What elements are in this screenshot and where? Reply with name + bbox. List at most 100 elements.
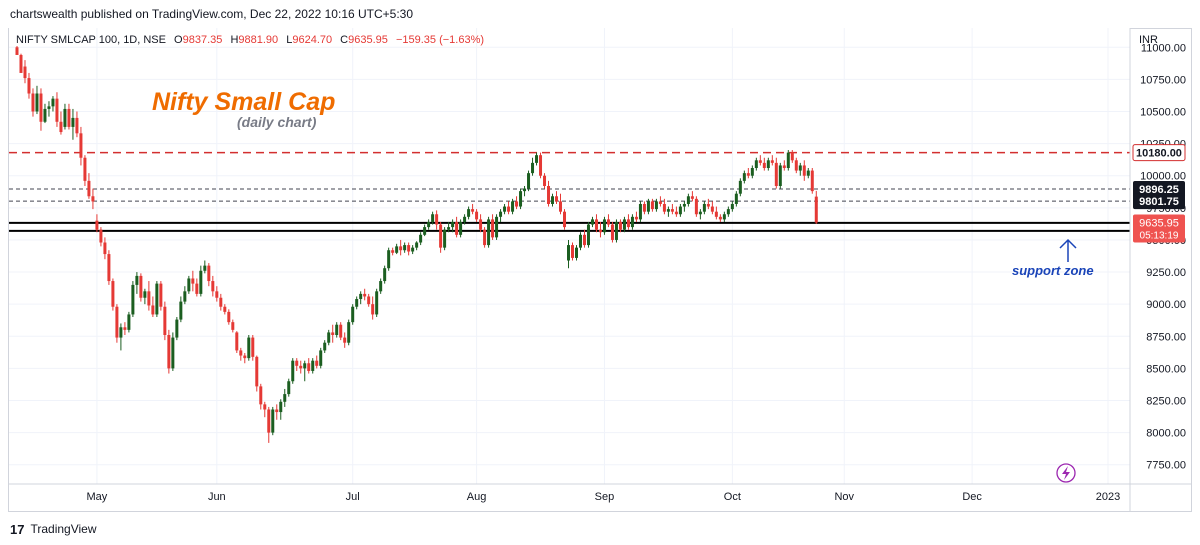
chart-subtitle: (daily chart) [237,114,317,130]
candle-body [614,221,618,240]
candle-body [662,203,666,212]
candle-body [323,342,327,351]
candle-body [359,293,363,300]
candle-body [191,278,195,284]
candle-body [574,247,578,258]
candle-body [459,221,463,235]
level-tag-label: 9801.75 [1139,196,1179,208]
y-tick-label: 11000.00 [1141,42,1186,54]
candle-body [207,265,211,282]
candle-body [115,306,119,338]
candle-body [179,301,183,320]
candle-body [646,201,650,212]
candle-body [447,227,451,230]
countdown-label: 05:13:19 [1140,230,1179,241]
candle-body [467,209,471,217]
tradingview-logo-icon: 17 [10,521,25,537]
legend-open: 9837.35 [183,34,223,46]
candle-body [559,201,563,212]
candle-body [135,275,139,285]
candle-body [658,201,662,204]
candle-body [570,245,574,258]
candle-body [123,327,127,330]
candle-body [351,306,355,323]
x-tick-label: May [87,491,108,503]
candle-body [299,365,303,369]
x-tick-label: Dec [962,491,982,503]
candle-body [171,337,175,369]
grid [9,28,1130,484]
candle-body [39,93,43,122]
level-tag [1133,181,1185,198]
candle-body [582,234,586,246]
candle-body [814,196,818,223]
last-price-label: 9635.95 [1139,217,1179,229]
candle-body [367,296,371,305]
candle-body [279,401,283,413]
candle-body [519,191,523,207]
candle-body [147,291,151,306]
lightning-icon[interactable] [1056,463,1076,483]
candle-body [79,133,83,158]
candle-body [195,283,199,294]
candle-body [606,219,610,225]
candle-body [782,165,786,169]
x-axis: May Jun Jul Aug Sep Oct Nov Dec 2023 [87,491,1121,503]
candle-body [598,229,602,233]
candle-body [27,78,31,94]
candle-body [698,211,702,215]
candle-body [243,355,247,359]
candle-body [531,162,535,174]
candle-body [435,214,439,225]
candle-body [794,160,798,171]
candle-body [618,221,622,230]
candle-body [287,381,291,395]
candle-body [551,196,555,204]
candle-body [654,201,658,210]
candle-body [726,209,730,215]
candle-body [375,291,379,315]
candle-body [19,54,23,73]
candle-body [535,155,539,163]
candle-body [95,220,99,230]
candle-body [443,229,447,248]
candle-body [427,221,431,228]
brand-name: TradingView [30,522,97,536]
candle-body [83,157,87,181]
x-tick-label: Nov [834,491,854,503]
candle-body [714,211,718,217]
candle-body [31,93,35,112]
candle-body [307,363,311,371]
candle-body [363,293,367,297]
y-tick-label: 8750.00 [1146,331,1186,343]
candles [15,45,818,443]
candle-body [347,322,351,343]
candle-body [399,246,403,251]
candle-body [750,168,754,176]
candle-body [91,196,95,202]
candle-body [666,209,670,212]
candle-body [471,209,475,212]
candle-body [495,216,499,238]
candle-body [690,196,694,199]
candle-body [219,297,223,307]
candle-body [15,47,19,55]
candle-body [511,201,515,212]
candle-body [507,206,511,212]
candle-body [267,409,271,433]
y-tick-label: 9000.00 [1146,299,1186,311]
candle-body [383,268,387,282]
candle-body [706,203,710,207]
y-tick-label: 8500.00 [1146,363,1186,375]
candle-body [710,206,714,212]
candle-body [395,246,399,253]
candle-body [475,211,479,220]
candle-body [211,281,215,292]
legend-open-label: O [174,34,183,46]
candle-body [155,283,159,315]
support-arrow [1059,238,1077,262]
chart-title: Nifty Small Cap [152,88,335,116]
legend: NIFTY SMLCAP 100, 1D, NSE O9837.35 H9881… [16,34,484,46]
candle-body [634,216,638,220]
